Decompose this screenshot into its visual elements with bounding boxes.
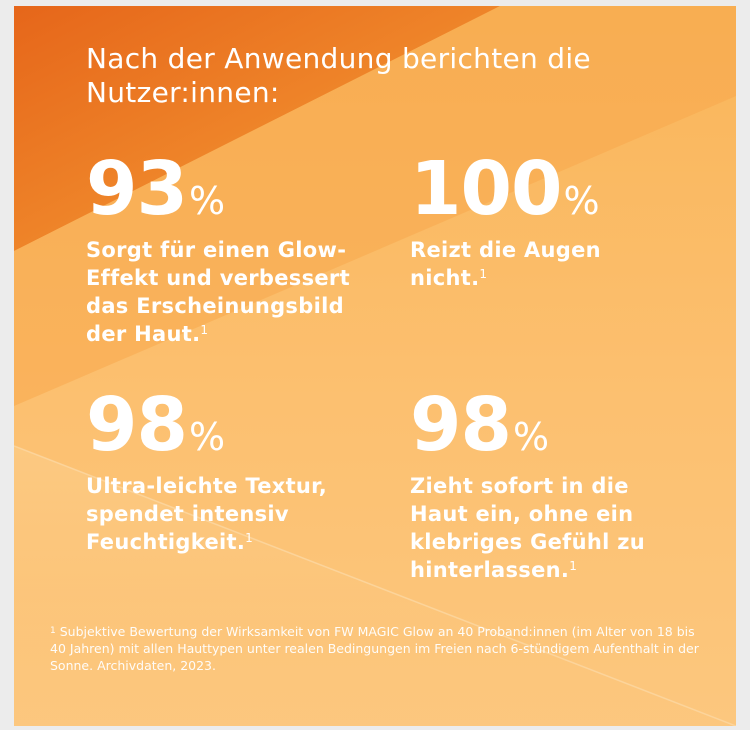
- headline: Nach der Anwendung berichten die Nutzer:…: [86, 42, 591, 109]
- stat-description-1: Sorgt für einen Glow-Effekt und verbesse…: [86, 236, 386, 348]
- stat-block-4: 98% Zieht sofort in die Haut ein, ohne e…: [410, 388, 660, 584]
- stat-description-2: Reizt die Augen nicht.1: [410, 236, 620, 292]
- stat-value-3: 98%: [86, 388, 346, 462]
- stat-number: 100: [410, 146, 562, 232]
- stat-unit: %: [188, 415, 226, 459]
- stat-number: 98: [86, 382, 188, 468]
- footnote: 1 Subjektive Bewertung der Wirksamkeit v…: [50, 623, 710, 674]
- stat-description-text: Sorgt für einen Glow-Effekt und verbesse…: [86, 238, 350, 346]
- diagonal-crease-line: [14, 445, 736, 726]
- footnote-mark: 1: [200, 323, 209, 337]
- stat-block-3: 98% Ultra-leichte Textur, spendet intens…: [86, 388, 346, 556]
- stat-value-4: 98%: [410, 388, 660, 462]
- stat-number: 98: [410, 382, 512, 468]
- stat-description-3: Ultra-leichte Textur, spendet intensiv F…: [86, 472, 346, 556]
- infographic-card: Nach der Anwendung berichten die Nutzer:…: [14, 6, 736, 726]
- stat-unit: %: [188, 179, 226, 223]
- footnote-text: Subjektive Bewertung der Wirksamkeit von…: [50, 624, 699, 673]
- stat-unit: %: [563, 179, 600, 223]
- stat-value-2: 100%: [410, 152, 710, 226]
- footnote-mark: 1: [479, 267, 488, 281]
- stat-value-1: 93%: [86, 152, 386, 226]
- stat-description-text: Ultra-leichte Textur, spendet intensiv F…: [86, 474, 328, 554]
- footnote-mark: 1: [245, 531, 254, 545]
- stat-description-text: Reizt die Augen nicht.: [410, 238, 601, 290]
- footnote-mark: 1: [50, 626, 56, 636]
- stat-block-2: 100% Reizt die Augen nicht.1: [410, 152, 710, 292]
- stat-number: 93: [86, 146, 188, 232]
- stat-block-1: 93% Sorgt für einen Glow-Effekt und verb…: [86, 152, 386, 348]
- mid-orange-band: [14, 6, 736, 406]
- stat-unit: %: [512, 415, 550, 459]
- stat-description-4: Zieht sofort in die Haut ein, ohne ein k…: [410, 472, 660, 584]
- footnote-mark: 1: [569, 559, 578, 573]
- stat-description-text: Zieht sofort in die Haut ein, ohne ein k…: [410, 474, 645, 582]
- background-shapes: [14, 6, 736, 726]
